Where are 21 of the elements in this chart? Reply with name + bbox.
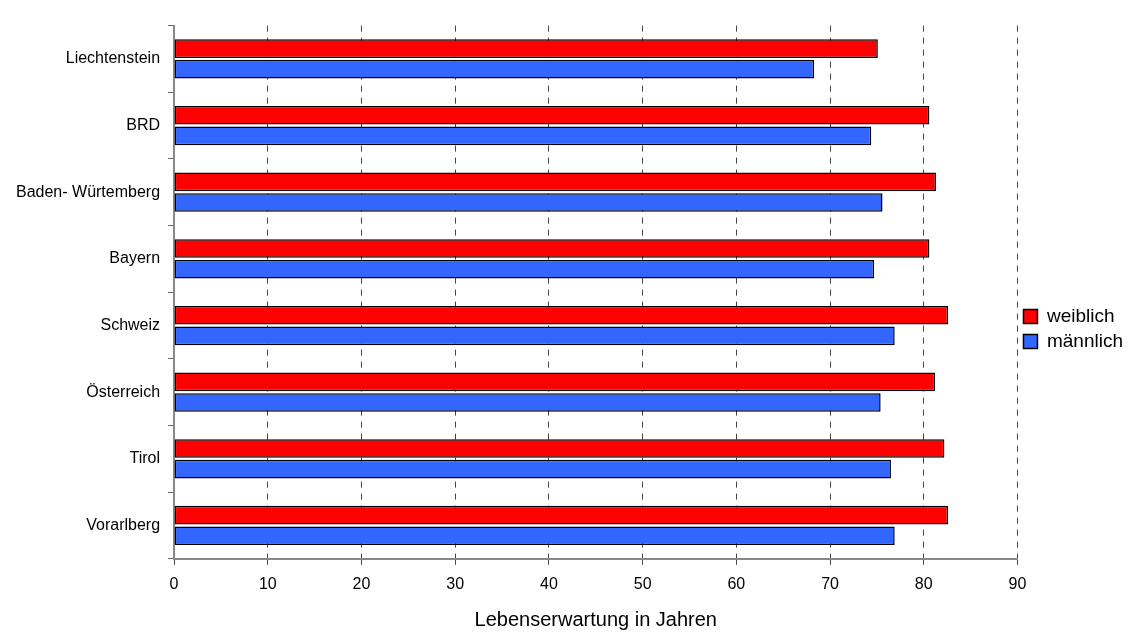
y-tick-label: Baden- Würtemberg — [16, 182, 161, 200]
y-tick-label: Schweiz — [100, 315, 161, 333]
y-tick-label: Tirol — [129, 449, 161, 467]
x-tick-label: 90 — [1008, 574, 1027, 592]
x-tick-label: 40 — [540, 574, 558, 592]
x-tick-label: 70 — [821, 574, 840, 592]
y-tick-label: Österreich — [86, 382, 161, 400]
x-tick-label: 30 — [446, 574, 465, 592]
x-tick-label: 10 — [258, 574, 277, 592]
x-tick-label: 60 — [727, 574, 746, 592]
x-tick-label: 0 — [169, 574, 179, 592]
legend-label: weiblich — [1045, 304, 1115, 326]
y-tick-label: BRD — [126, 115, 161, 133]
y-tick-label: Vorarlberg — [86, 515, 161, 533]
legend-label: männlich — [1046, 329, 1124, 351]
x-axis-title: Lebenserwartung in Jahren — [474, 607, 717, 630]
y-tick-label: Bayern — [109, 249, 161, 267]
x-tick-label: 80 — [914, 574, 933, 592]
x-tick-label: 50 — [633, 574, 652, 592]
y-tick-label: Liechtenstein — [65, 49, 161, 67]
x-tick-label: 20 — [352, 574, 371, 592]
